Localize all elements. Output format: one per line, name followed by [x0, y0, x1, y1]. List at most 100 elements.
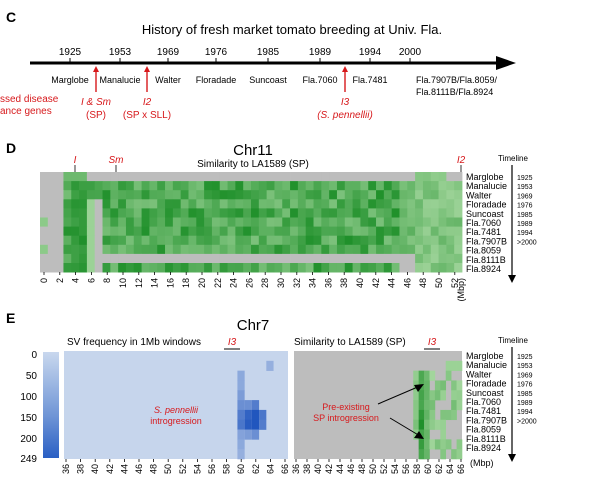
timeline-year: 1969	[517, 193, 533, 200]
heatmap-cell	[235, 253, 244, 264]
heatmap-cell	[110, 181, 119, 191]
heatmap-cell	[329, 253, 338, 264]
timeline-year: >2000	[517, 418, 537, 425]
similarity-cell	[424, 380, 430, 391]
heatmap-cell	[196, 263, 205, 273]
heatmap-cell	[297, 244, 307, 255]
heatmap-cell	[94, 181, 103, 191]
heatmap-cell	[149, 190, 158, 200]
panel-e-variety-labels: MarglobeManalucieWalterFloradadeSuncoast…	[466, 351, 507, 453]
heatmap-cell	[102, 181, 111, 191]
heatmap-cell	[305, 172, 314, 182]
heatmap-cell	[133, 208, 142, 218]
heatmap-cell	[110, 253, 119, 264]
x-unit: (Mbp)	[456, 278, 466, 302]
heatmap-cell	[227, 217, 236, 227]
heatmap-cell	[188, 172, 197, 182]
heatmap-cell	[235, 172, 244, 182]
timeline-year: 1976	[517, 203, 533, 210]
heatmap-cell	[71, 217, 80, 227]
heatmap-cell	[282, 199, 291, 209]
x-tick-label: 44	[119, 464, 129, 474]
heatmap-cell	[118, 217, 127, 227]
heatmap-cell	[157, 226, 166, 237]
similarity-cell	[424, 409, 430, 421]
sv-cell	[259, 419, 267, 430]
heatmap-cell	[172, 217, 182, 227]
timeline-arrow-icon	[496, 56, 516, 70]
heatmap-cell	[165, 263, 174, 273]
x-tick-label: 54	[192, 464, 202, 474]
timeline-year: 1976	[205, 47, 228, 58]
heatmap-cell	[266, 172, 275, 182]
heatmap-cell	[274, 181, 283, 191]
heatmap-cell	[40, 217, 49, 227]
x-tick-label: 52	[178, 464, 188, 474]
heatmap-cell	[399, 208, 408, 218]
heatmap-cell	[391, 253, 400, 264]
heatmap-cell	[86, 244, 96, 255]
variety-label: Fla.8924	[466, 443, 501, 453]
heatmap-cell	[196, 172, 205, 182]
heatmap-cell	[94, 217, 103, 227]
heatmap-cell	[118, 172, 127, 182]
panel-d-timeline: Timeline 1925 1953 1969 1976 1985 1989 1994 >200…	[498, 154, 537, 283]
heatmap-cell	[376, 235, 385, 246]
similarity-cell	[429, 419, 436, 430]
heatmap-cell	[125, 199, 135, 209]
marker-label: I	[74, 155, 77, 166]
timeline-variety: Walter	[155, 75, 181, 85]
heatmap-cell	[47, 244, 57, 255]
heatmap-cell	[360, 172, 369, 182]
similarity-cell	[424, 370, 430, 381]
x-tick-label: 50	[434, 278, 444, 288]
similarity-cell	[424, 449, 430, 460]
heatmap-cell	[157, 208, 166, 218]
variety-label: Fla.7060	[466, 397, 501, 407]
heatmap-cell	[125, 217, 135, 227]
x-tick-label: 36	[291, 464, 301, 474]
heatmap-cell	[47, 208, 57, 218]
heatmap-cell	[305, 208, 314, 218]
heatmap-cell	[71, 199, 80, 209]
x-tick-label: 62	[434, 464, 444, 474]
heatmap-cell	[336, 235, 346, 246]
heatmap-cell	[376, 172, 385, 182]
heatmap-cell	[204, 217, 213, 227]
variety-label: Fla.8059	[466, 425, 501, 435]
heatmap-cell	[110, 172, 119, 182]
x-tick-label: 64	[265, 464, 275, 474]
heatmap-cell	[180, 208, 189, 218]
heatmap-cell	[258, 226, 268, 237]
heatmap-cell	[196, 181, 205, 191]
heatmap-cell	[446, 217, 455, 227]
heatmap-cell	[422, 199, 432, 209]
intro-arrowhead-icon	[144, 66, 150, 72]
intro-source: (S. pennellii)	[317, 110, 373, 121]
heatmap-cell	[290, 253, 299, 264]
panel-c-title: History of fresh market tomato breeding …	[142, 22, 442, 37]
heatmap-cell	[86, 263, 96, 273]
intro-arrowhead-icon	[93, 66, 99, 72]
heatmap-cell	[321, 199, 330, 209]
scale-tick-label: 50	[26, 371, 38, 382]
similarity-cell	[456, 439, 463, 450]
intro-source: (SP x SLL)	[123, 110, 171, 121]
x-tick-label: 30	[276, 278, 286, 288]
heatmap-cell	[344, 199, 353, 209]
heatmap-cell	[321, 235, 330, 246]
heatmap-cell	[141, 217, 150, 227]
similarity-cell	[451, 400, 457, 411]
similarity-cell	[413, 390, 419, 401]
heatmap-cell	[157, 244, 166, 255]
heatmap-cell	[454, 226, 463, 237]
heatmap-cell	[125, 263, 135, 273]
heatmap-cell	[352, 253, 361, 264]
heatmap-cell	[125, 226, 135, 237]
heatmap-cell	[47, 226, 57, 237]
heatmap-cell	[55, 244, 64, 255]
heatmap-cell	[110, 208, 119, 218]
heatmap-cell	[282, 226, 291, 237]
heatmap-cell	[118, 253, 127, 264]
heatmap-cell	[344, 226, 353, 237]
